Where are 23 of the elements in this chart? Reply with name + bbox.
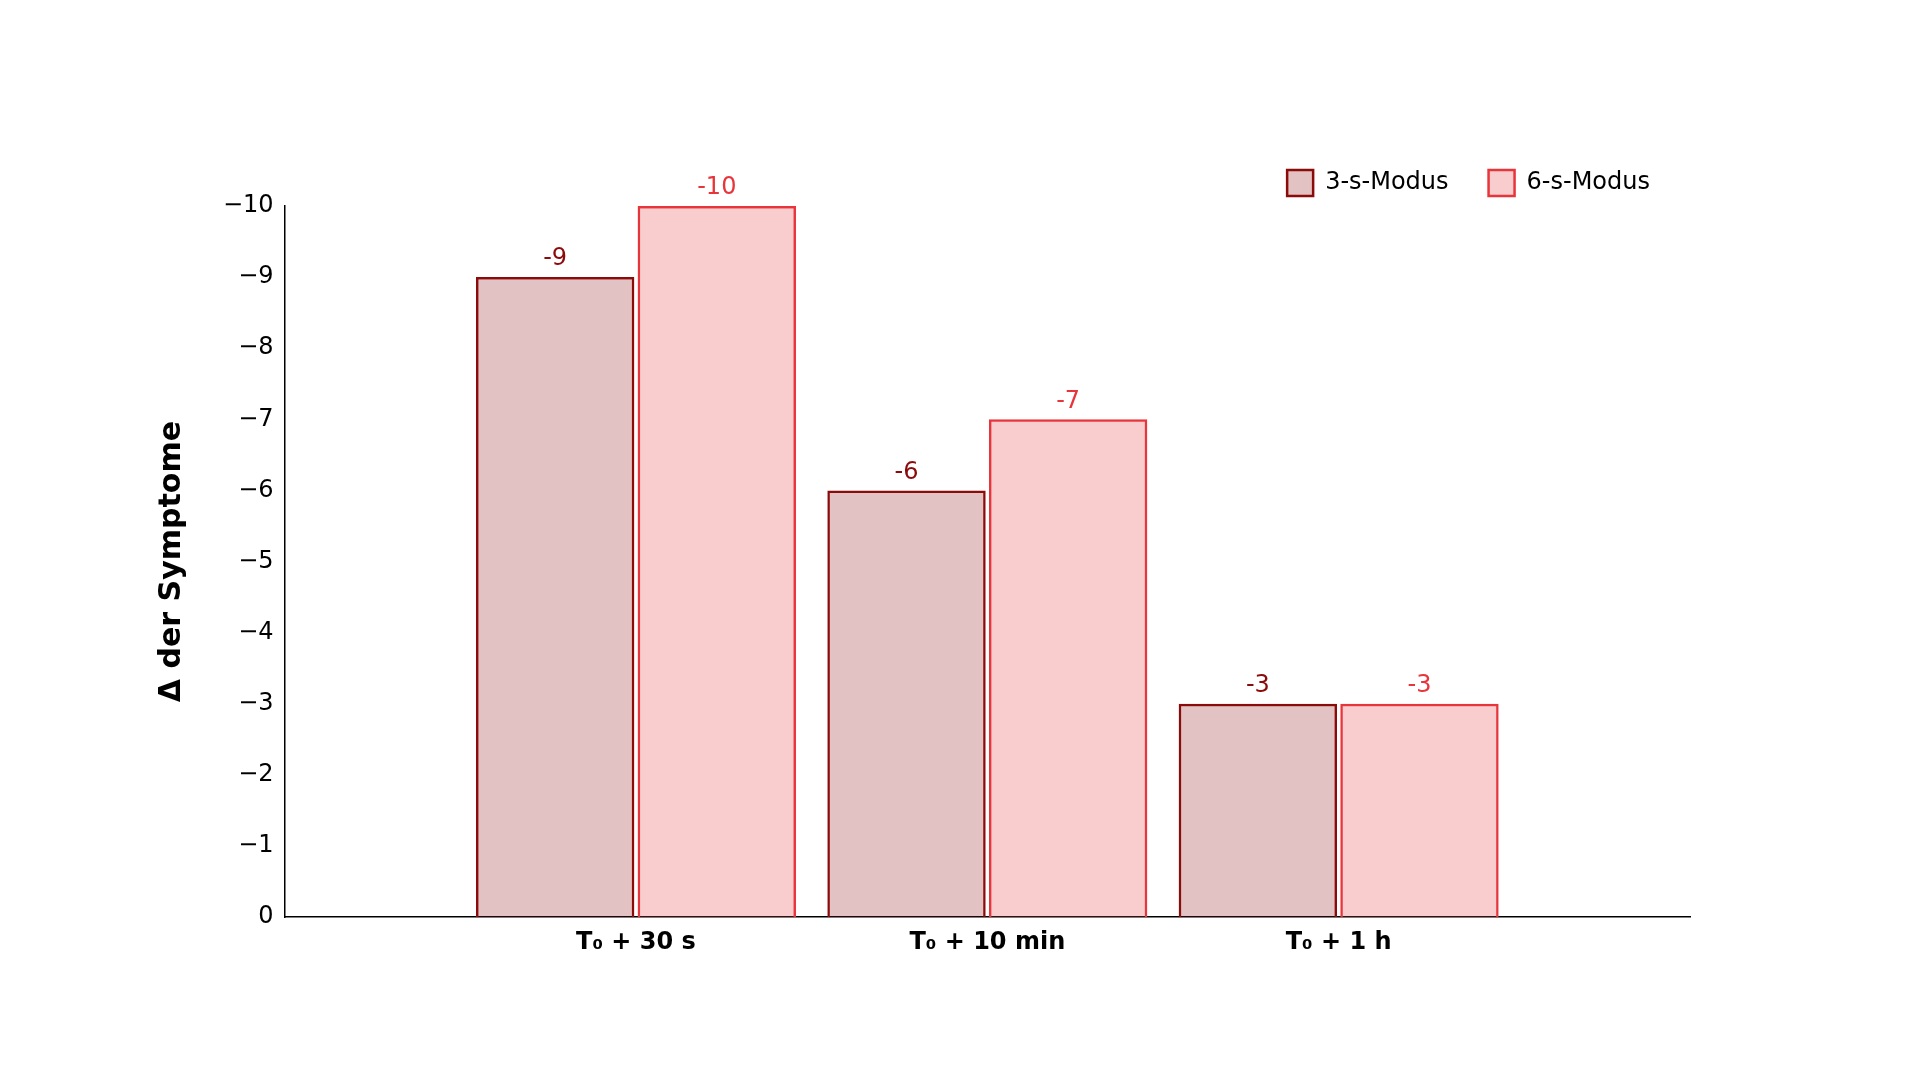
y-tick-label: −4 [238, 616, 274, 645]
y-tick-label: −6 [238, 474, 274, 503]
data-label: -3 [1245, 670, 1270, 699]
x-tick-label: T₀ + 10 min [909, 926, 1066, 955]
y-tick-label: −5 [238, 545, 274, 574]
legend-label: 6-s-Modus [1526, 167, 1650, 196]
y-tick-label: −2 [238, 759, 274, 788]
y-axis-title: Δ der Symptome [151, 421, 187, 703]
x-tick-label: T₀ + 30 s [576, 926, 696, 955]
y-tick-label: −1 [238, 830, 274, 859]
data-label: -7 [1056, 385, 1081, 414]
y-tick-label: −10 [222, 190, 274, 219]
data-label: -6 [894, 456, 919, 485]
legend-label: 3-s-Modus [1325, 167, 1449, 196]
y-tick-label: −3 [238, 688, 274, 717]
x-tick-label: T₀ + 1 h [1285, 926, 1392, 955]
data-label: -10 [697, 172, 737, 201]
y-tick-label: 0 [258, 901, 274, 930]
data-label: -3 [1407, 670, 1432, 699]
y-tick-label: −8 [238, 332, 274, 361]
data-label: -9 [543, 243, 568, 272]
y-tick-label: −7 [238, 403, 274, 432]
y-tick-label: −9 [238, 261, 274, 290]
